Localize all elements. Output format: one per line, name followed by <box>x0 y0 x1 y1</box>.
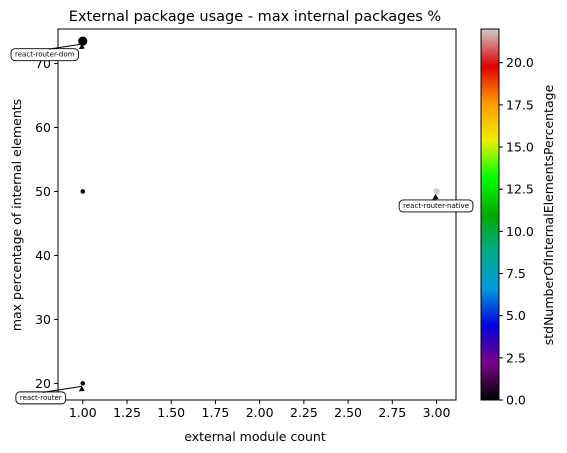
x-tick-label: 1.25 <box>113 405 141 420</box>
x-tick-label: 3.00 <box>423 405 451 420</box>
colorbar-label: stdNumberOfInternalElementsPercentage <box>541 84 556 345</box>
y-axis-label: max percentage of internal elements <box>9 99 24 331</box>
colorbar-tick-label: 10.0 <box>506 224 534 239</box>
colorbar-tick-label: 2.5 <box>506 350 526 365</box>
x-tick-label: 2.25 <box>290 405 318 420</box>
annotation-box <box>15 391 67 405</box>
data-point <box>433 188 440 195</box>
colorbar <box>480 28 500 401</box>
annotation-box <box>398 199 474 213</box>
y-tick-label: 20 <box>35 376 51 391</box>
annotation-arrowhead <box>432 193 439 200</box>
data-point <box>80 381 86 386</box>
colorbar-tick-label: 20.0 <box>506 55 534 70</box>
data-point <box>78 36 88 46</box>
colorbar-tick-label: 0.0 <box>506 393 526 408</box>
annotation-arrowhead <box>78 43 85 50</box>
annotation-label: react-router <box>20 394 62 402</box>
annotation-arrow <box>42 385 82 393</box>
x-tick-label: 2.50 <box>334 405 362 420</box>
annotation-box <box>10 48 79 62</box>
y-tick-label: 40 <box>35 248 51 263</box>
colorbar-tick-label: 17.5 <box>506 97 534 112</box>
annotation-label: react-router-dom <box>15 51 75 59</box>
colorbar-tick-label: 12.5 <box>506 182 534 197</box>
x-tick-label: 2.75 <box>378 405 406 420</box>
x-tick-label: 2.00 <box>246 405 274 420</box>
x-tick-label: 1.00 <box>69 405 97 420</box>
x-tick-label: 1.75 <box>202 405 230 420</box>
y-tick-label: 30 <box>35 312 51 327</box>
annotation-label: react-router-native <box>403 202 469 210</box>
y-tick-label: 50 <box>35 184 51 199</box>
colorbar-tick-label: 5.0 <box>506 308 526 323</box>
annotation-arrow <box>48 43 82 50</box>
chart-title: External package usage - max internal pa… <box>69 9 441 25</box>
x-tick-label: 1.50 <box>157 405 185 420</box>
data-point <box>80 189 86 194</box>
annotation-arrowhead <box>78 385 85 392</box>
x-axis-label: external module count <box>184 429 326 444</box>
plot-frame <box>57 28 457 401</box>
colorbar-tick-label: 15.0 <box>506 140 534 155</box>
y-tick-label: 60 <box>35 120 51 135</box>
colorbar-tick-label: 7.5 <box>506 266 526 281</box>
